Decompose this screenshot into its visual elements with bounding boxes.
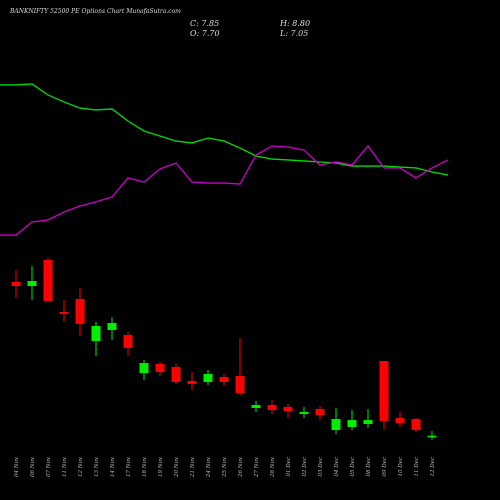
candle-body — [379, 361, 389, 421]
candle-body — [299, 412, 309, 414]
candle-body — [123, 335, 133, 348]
x-tick-label: 08 Dec — [366, 457, 372, 477]
x-tick-label: 18 Nov — [142, 456, 148, 477]
x-tick-label: 01 Dec — [286, 457, 292, 477]
candle-body — [27, 281, 37, 286]
candle-body — [75, 299, 85, 324]
x-tick-label: 17 Nov — [126, 456, 132, 477]
x-tick-label: 25 Nov — [222, 456, 228, 478]
x-tick-label: 24 Nov — [206, 456, 212, 478]
candle-body — [11, 282, 21, 286]
candle-body — [235, 376, 245, 393]
candle-body — [139, 363, 149, 373]
candle-body — [411, 419, 421, 430]
x-tick-label: 06 Nov — [30, 456, 36, 477]
candle-body — [347, 420, 357, 427]
x-tick-label: 05 Dec — [350, 457, 356, 477]
x-tick-label: 27 Nov — [254, 456, 260, 478]
candle-body — [155, 364, 165, 372]
x-tick-label: 20 Nov — [174, 456, 180, 478]
candle-body — [427, 435, 437, 438]
x-tick-label: 07 Nov — [46, 456, 52, 477]
x-tick-label: 28 Nov — [270, 456, 276, 478]
x-tick-label: 12 Dec — [430, 457, 436, 477]
candle-body — [331, 419, 341, 430]
x-tick-label: 26 Nov — [238, 456, 244, 478]
high-label: H: 8.80 — [279, 19, 310, 28]
candle-body — [171, 367, 181, 382]
candle-body — [107, 323, 117, 330]
x-tick-label: 14 Nov — [110, 456, 116, 477]
candle-body — [283, 407, 293, 411]
x-tick-label: 21 Nov — [190, 456, 196, 478]
candle-body — [59, 312, 69, 314]
candle-body — [267, 405, 277, 410]
candle-body — [203, 374, 213, 382]
candle-body — [91, 326, 101, 341]
low-label: L: 7.05 — [279, 29, 308, 38]
x-tick-label: 13 Nov — [94, 456, 100, 477]
x-tick-label: 19 Nov — [158, 456, 164, 477]
close-label: C: 7.85 — [190, 19, 219, 28]
x-tick-label: 11 Dec — [414, 457, 420, 477]
candle-body — [395, 418, 405, 423]
candle-body — [251, 405, 261, 408]
x-tick-label: 11 Nov — [62, 456, 68, 477]
x-tick-label: 04 Dec — [334, 457, 340, 477]
x-tick-label: 12 Nov — [78, 456, 84, 477]
candle-body — [315, 409, 325, 415]
chart-title: BANKNIFTY 52500 PE Options Chart MunafaS… — [9, 8, 181, 15]
indicator-line — [0, 83, 449, 176]
open-label: O: 7.70 — [190, 29, 220, 38]
indicator-line — [0, 144, 449, 236]
candle-body — [187, 381, 197, 384]
x-tick-label: 04 Nov — [14, 456, 20, 477]
candle-body — [43, 260, 53, 301]
x-tick-label: 09 Dec — [382, 457, 388, 477]
x-tick-label: 02 Dec — [302, 457, 308, 477]
x-tick-label: 10 Dec — [398, 457, 404, 477]
candle-body — [363, 420, 373, 424]
x-tick-label: 03 Dec — [318, 457, 324, 477]
candle-body — [219, 377, 229, 382]
